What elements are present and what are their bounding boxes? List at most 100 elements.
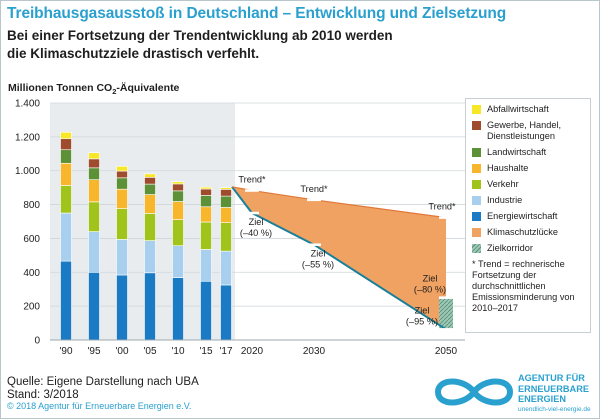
- bar-segment: [172, 219, 184, 247]
- logo-line-3: ENERGIEN: [518, 394, 566, 404]
- bar-segment: [88, 158, 100, 169]
- climate-gap-area: [232, 186, 446, 330]
- bar-segment: [172, 190, 184, 202]
- bar-segment: [88, 179, 100, 203]
- legend-label: Gewerbe, Handel, Dienstleistungen: [487, 120, 562, 141]
- bar-segment: [220, 189, 232, 197]
- target-label-line-1: Ziel: [249, 217, 264, 227]
- y-tick-label: 1.400: [15, 99, 40, 110]
- legend-swatch: [472, 121, 481, 130]
- bar-segment: [88, 201, 100, 232]
- target-label-line-2: (–55 %): [302, 260, 334, 270]
- target-label-line-1: Ziel: [311, 249, 326, 259]
- bar-segment: [200, 280, 212, 341]
- bar-segment: [88, 167, 100, 180]
- target-label-line-2: (–40 %): [240, 228, 272, 238]
- logo-line-2: ERNEUERBARE: [518, 383, 589, 394]
- bar-stacks: [60, 131, 232, 341]
- bar-segment: [88, 271, 100, 341]
- legend-label: Industrie: [487, 195, 523, 205]
- bar-segment: [220, 250, 232, 286]
- legend-swatch: [472, 228, 481, 237]
- chart-title: Treibhausgasausstoß in Deutschland – Ent…: [7, 5, 507, 22]
- trend-label: Trend*: [300, 184, 328, 194]
- logo-url: unendlich-viel-energie.de: [518, 406, 591, 413]
- bar-segment: [88, 152, 100, 160]
- bar-segment: [144, 240, 156, 274]
- chart-labels: 0 200 400 600 800 1.000 1.200 1.400 '90 '95 '00 '05…: [15, 99, 458, 358]
- trend-line: [231, 186, 447, 219]
- legend-label: Haushalte: [487, 163, 529, 173]
- y-tick-label: 600: [23, 234, 40, 245]
- legend-swatch: [472, 105, 481, 114]
- y-tick-label: 400: [23, 268, 40, 279]
- bar-segment: [220, 284, 232, 341]
- bar-segment: [172, 277, 184, 341]
- bar-segment: [220, 187, 232, 190]
- y-axis-label-tail: -Äquivalente: [116, 82, 180, 94]
- legend-label: Energiewirtschaft: [487, 211, 558, 221]
- y-tick-label: 800: [23, 200, 40, 211]
- x-tick-label: 2020: [241, 346, 264, 357]
- legend-swatch: [472, 212, 481, 221]
- bar-segment: [172, 245, 184, 278]
- trend-label: Trend*: [428, 202, 456, 212]
- y-tick-label: 200: [23, 302, 40, 313]
- bar-segment: [144, 272, 156, 341]
- bar-segment: [144, 183, 156, 195]
- legend-item: Industrie: [472, 195, 586, 206]
- legend-label: Abfallwirtschaft: [487, 104, 549, 114]
- source-text: Quelle: Eigene Darstellung nach UBA: [7, 376, 199, 388]
- legend-swatch: [472, 244, 481, 253]
- legend: Abfallwirtschaft Gewerbe, Handel, Dienstl…: [465, 98, 591, 333]
- legend-item: Abfallwirtschaft: [472, 104, 586, 115]
- legend-item: Gewerbe, Handel, Dienstleistungen: [472, 120, 586, 142]
- logo-line-1: AGENTUR FÜR: [518, 373, 585, 383]
- bar-segment: [200, 186, 212, 190]
- bar-segment: [172, 183, 184, 192]
- bar-segment: [172, 201, 184, 220]
- target-label-line-2: (–80 %): [414, 285, 446, 295]
- date-text: Stand: 3/2018: [7, 389, 79, 401]
- x-tick-label: 2030: [303, 346, 326, 357]
- subtitle-line-1: Bei einer Fortsetzung der Trendentwicklu…: [7, 28, 393, 43]
- bar-segment: [60, 212, 72, 262]
- bar-segment: [116, 188, 128, 209]
- bar-segment: [116, 274, 128, 341]
- projection-area: [231, 186, 453, 331]
- legend-note: * Trend = rechnerische Fortsetzung der d…: [472, 259, 575, 313]
- bar-segment: [144, 173, 156, 178]
- x-tick-label: '05: [143, 346, 156, 357]
- bar-segment: [144, 213, 156, 241]
- bar-segment: [116, 170, 128, 179]
- copyright-text: © 2018 Agentur für Erneuerbare Energien …: [7, 401, 192, 411]
- target-line: [231, 186, 447, 331]
- y-axis-label-sub: 2: [112, 87, 117, 97]
- legend-label: Verkehr: [487, 179, 519, 189]
- x-tick-label: '95: [87, 346, 100, 357]
- legend-swatch: [472, 164, 481, 173]
- bar-segment: [60, 260, 72, 341]
- bar-segment: [144, 194, 156, 214]
- legend-item: Landwirtschaft: [472, 147, 586, 158]
- bar-segment: [116, 239, 128, 276]
- infinity-logo-icon: [434, 378, 514, 406]
- bar-segment: [200, 188, 212, 196]
- x-tick-label: 2050: [435, 346, 458, 357]
- bar-segment: [88, 231, 100, 273]
- legend-item: Verkehr: [472, 179, 586, 190]
- y-axis-label: Millionen Tonnen CO2-Äquivalente: [8, 82, 179, 96]
- legend-swatch: [472, 148, 481, 157]
- legend-swatch: [472, 196, 481, 205]
- bar-segment: [116, 166, 128, 172]
- bar-segment: [60, 138, 72, 151]
- bar-segment: [200, 221, 212, 250]
- x-tick-label: '17: [219, 346, 232, 357]
- bar-segment: [116, 208, 128, 240]
- bar-segment: [60, 131, 72, 140]
- bar-segment: [172, 181, 184, 185]
- bar-segment: [220, 207, 232, 223]
- legend-item: Zielkorridor: [472, 243, 586, 254]
- chart-subtitle: Bei einer Fortsetzung der Trendentwicklu…: [7, 27, 527, 63]
- bar-segment: [220, 222, 232, 252]
